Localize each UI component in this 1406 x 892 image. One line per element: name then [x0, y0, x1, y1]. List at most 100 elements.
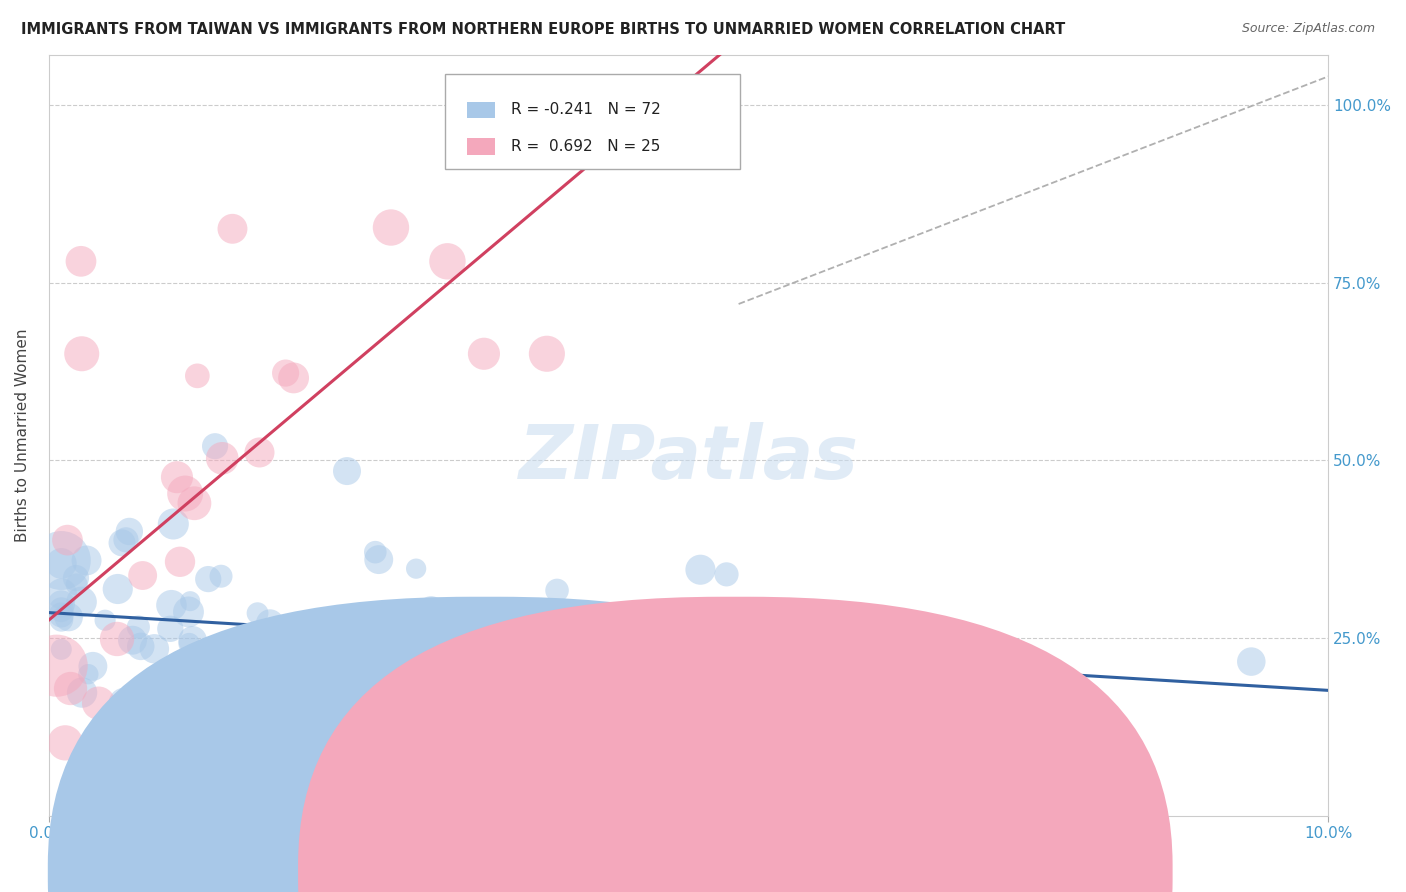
- Point: [187, 678, 209, 692]
- Point: [336, 464, 359, 478]
- Text: R = -0.241   N = 72: R = -0.241 N = 72: [510, 103, 661, 118]
- Point: [288, 648, 311, 662]
- Point: [118, 524, 141, 539]
- Point: [66, 577, 89, 591]
- Point: [380, 220, 402, 235]
- Point: [143, 641, 166, 656]
- Point: [111, 536, 134, 550]
- Text: Immigrants from Taiwan: Immigrants from Taiwan: [520, 865, 689, 880]
- Point: [229, 643, 252, 657]
- Point: [51, 607, 73, 622]
- Y-axis label: Births to Unmarried Women: Births to Unmarried Women: [15, 329, 30, 542]
- FancyBboxPatch shape: [467, 102, 495, 119]
- Point: [247, 687, 270, 701]
- Point: [51, 613, 73, 627]
- Point: [246, 606, 269, 620]
- Point: [177, 605, 200, 619]
- Point: [247, 678, 270, 692]
- Point: [335, 662, 357, 676]
- Point: [219, 690, 242, 704]
- Point: [183, 496, 205, 510]
- Point: [166, 470, 188, 484]
- Point: [112, 696, 135, 710]
- Point: [70, 347, 93, 361]
- Point: [367, 654, 389, 668]
- FancyBboxPatch shape: [446, 74, 740, 169]
- Point: [131, 568, 153, 582]
- Point: [779, 659, 801, 673]
- Point: [367, 552, 389, 566]
- Point: [420, 603, 443, 617]
- Point: [125, 773, 148, 788]
- Point: [65, 571, 87, 585]
- Point: [51, 597, 73, 611]
- FancyBboxPatch shape: [467, 138, 495, 155]
- Point: [115, 533, 138, 547]
- Point: [748, 643, 770, 657]
- Point: [153, 681, 176, 695]
- Point: [342, 654, 364, 668]
- Point: [82, 659, 104, 673]
- Point: [76, 553, 98, 567]
- Point: [169, 555, 191, 569]
- Point: [716, 567, 738, 582]
- Point: [94, 613, 117, 627]
- Point: [197, 572, 219, 586]
- Point: [174, 486, 197, 500]
- Point: [51, 587, 73, 601]
- Point: [204, 439, 226, 453]
- Point: [689, 563, 711, 577]
- Point: [269, 631, 291, 645]
- Point: [87, 696, 110, 710]
- Point: [191, 648, 214, 663]
- Text: R =  0.692   N = 25: R = 0.692 N = 25: [510, 139, 659, 154]
- Point: [160, 598, 183, 612]
- Point: [53, 736, 76, 750]
- Text: IMMIGRANTS FROM TAIWAN VS IMMIGRANTS FROM NORTHERN EUROPE BIRTHS TO UNMARRIED WO: IMMIGRANTS FROM TAIWAN VS IMMIGRANTS FRO…: [21, 22, 1066, 37]
- Point: [45, 658, 67, 673]
- Point: [249, 445, 271, 459]
- Point: [51, 557, 73, 571]
- Point: [560, 700, 582, 714]
- Point: [77, 667, 100, 681]
- Point: [59, 681, 82, 696]
- Point: [436, 254, 458, 268]
- Point: [536, 347, 558, 361]
- Text: Source: ZipAtlas.com: Source: ZipAtlas.com: [1241, 22, 1375, 36]
- Point: [1240, 655, 1263, 669]
- Point: [170, 664, 193, 678]
- Point: [105, 632, 128, 646]
- Point: [51, 642, 73, 657]
- Point: [186, 368, 208, 383]
- Point: [364, 545, 387, 559]
- Point: [129, 640, 152, 654]
- Point: [173, 721, 195, 735]
- Point: [107, 582, 129, 596]
- Point: [155, 698, 177, 713]
- Point: [205, 664, 228, 678]
- Point: [70, 254, 93, 268]
- Point: [266, 622, 288, 636]
- Point: [311, 677, 333, 691]
- Point: [121, 633, 143, 648]
- Point: [405, 562, 427, 576]
- Point: [221, 222, 243, 236]
- Point: [162, 516, 184, 531]
- Point: [274, 366, 297, 380]
- Text: Immigrants from Northern Europe: Immigrants from Northern Europe: [766, 865, 1002, 880]
- Point: [179, 637, 201, 651]
- Point: [58, 610, 80, 624]
- Point: [181, 633, 204, 648]
- Point: [470, 700, 492, 714]
- Point: [283, 371, 305, 385]
- Point: [472, 347, 495, 361]
- Point: [546, 583, 568, 598]
- Text: ZIPatlas: ZIPatlas: [519, 422, 859, 495]
- Point: [243, 634, 266, 648]
- Point: [900, 688, 922, 702]
- Point: [56, 533, 79, 548]
- Point: [605, 703, 627, 717]
- Point: [209, 569, 232, 583]
- Point: [259, 616, 281, 631]
- Point: [51, 602, 73, 616]
